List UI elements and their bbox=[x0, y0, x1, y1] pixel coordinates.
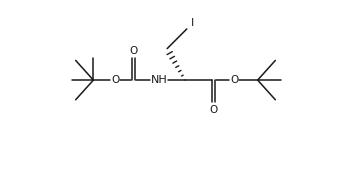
Text: O: O bbox=[111, 75, 119, 85]
Text: O: O bbox=[129, 46, 137, 56]
Text: O: O bbox=[210, 105, 218, 115]
Text: NH: NH bbox=[151, 75, 168, 85]
Text: O: O bbox=[230, 75, 238, 85]
Text: I: I bbox=[191, 18, 194, 28]
